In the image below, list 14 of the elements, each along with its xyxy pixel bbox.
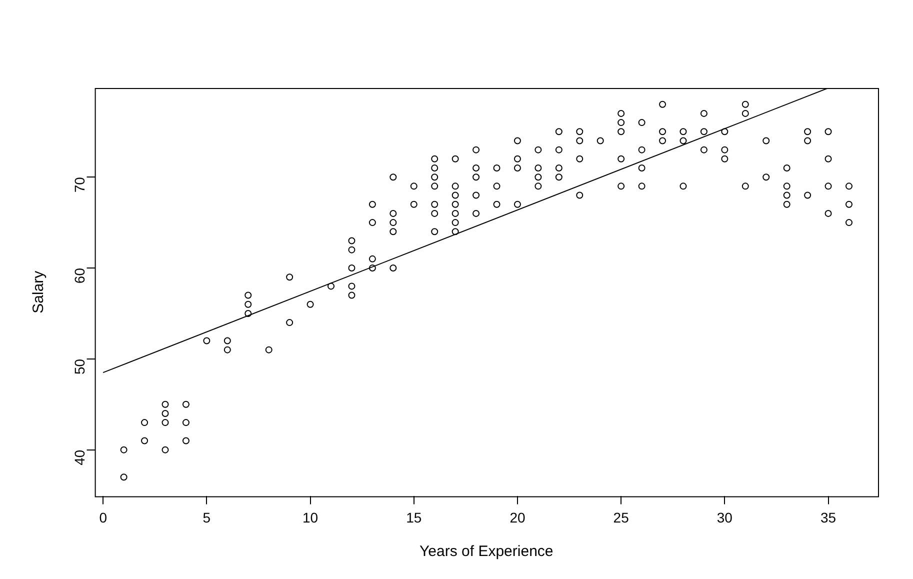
x-tick-label: 10 [302,509,318,526]
y-tick-label: 60 [72,268,88,284]
y-tick-label: 40 [72,450,88,466]
x-tick-label: 5 [202,509,211,526]
y-axis-title: Salary [30,270,48,314]
x-tick-label: 30 [716,509,733,526]
x-tick-label: 25 [613,509,630,526]
x-tick-label: 20 [510,509,526,526]
x-axis-title: Years of Experience [420,543,554,560]
y-tick-label: 50 [72,358,88,374]
x-tick-label: 0 [99,509,108,526]
x-tick-label: 15 [406,509,422,526]
y-tick-label: 70 [72,176,88,193]
x-tick-label: 35 [820,509,836,526]
